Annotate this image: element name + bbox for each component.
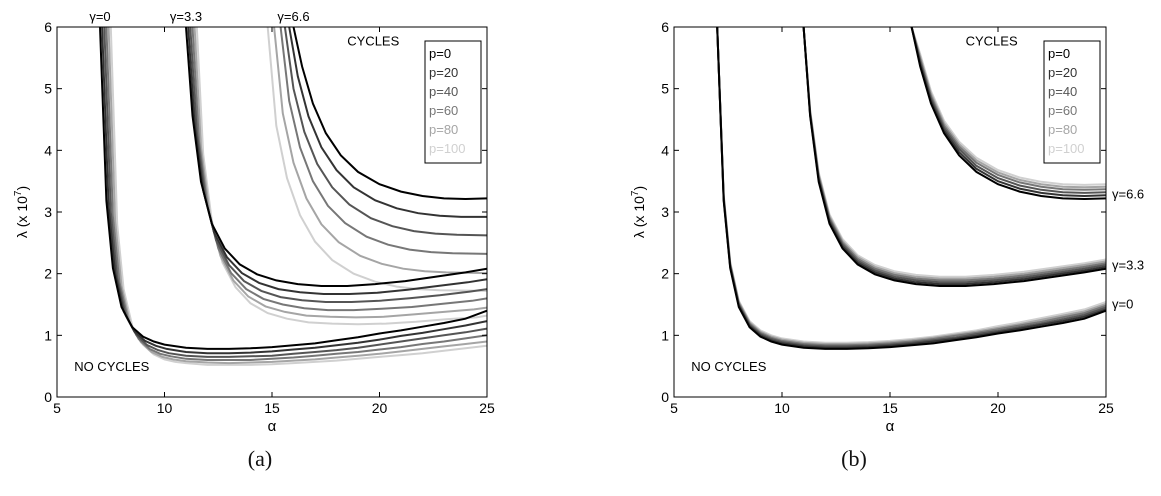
- series-group: [716, 27, 1106, 350]
- y-tick-label: 0: [44, 389, 52, 405]
- x-tick-label: 10: [774, 400, 790, 416]
- y-tick-label: 5: [661, 81, 669, 97]
- legend-entry: p=40: [429, 84, 458, 99]
- x-tick-label: 25: [479, 400, 495, 416]
- legend-entry: p=40: [1048, 84, 1077, 99]
- series-line-gamma-0-p0: [716, 27, 1106, 350]
- series-line-gamma-6_6-p0: [292, 27, 487, 201]
- gamma-label: γ=6.6: [1112, 187, 1144, 202]
- y-tick-label: 5: [44, 81, 52, 97]
- x-tick-label: 20: [990, 400, 1006, 416]
- y-tick-label: 4: [44, 142, 52, 158]
- x-tick-label: 25: [1098, 400, 1114, 416]
- y-tick-label: 3: [44, 204, 52, 220]
- legend-entry: p=80: [429, 122, 458, 137]
- x-axis-label: α: [886, 418, 895, 435]
- annotation-cycles: CYCLES: [966, 34, 1018, 49]
- y-tick-label: 2: [44, 266, 52, 282]
- series-line-gamma-6_6-p80: [273, 27, 487, 275]
- series-group: [99, 27, 487, 366]
- x-tick-label: 15: [264, 400, 280, 416]
- legend-entry: p=100: [1048, 141, 1085, 156]
- series-line-gamma-6_6-p60: [279, 27, 487, 255]
- series-line-gamma-3_3-p0: [802, 27, 1106, 287]
- series-line-gamma-6_6-p40: [283, 27, 487, 237]
- legend-box: [1043, 40, 1101, 164]
- y-axis-label: λ (x 107): [630, 186, 647, 238]
- annotation-cycles: CYCLES: [347, 34, 399, 49]
- y-tick-label: 6: [44, 19, 52, 35]
- y-axis-label: λ (x 107): [13, 186, 30, 238]
- chart-panel-b: 5 10 15 20 25 0 1 2 3 4 5 6 α λ (x 107) CYCLES NO CYCLE…: [630, 19, 1144, 435]
- legend-entry: p=80: [1048, 122, 1077, 137]
- gamma-label: γ=6.6: [277, 9, 309, 24]
- legend-entry: p=60: [1048, 103, 1077, 118]
- chart-panel-a: 5 10 15 20 25 0 1 2 3 4 5 6 α λ (x 107) CYCLES NO CYCLE…: [13, 9, 495, 435]
- series-line-gamma-3_3-p0: [185, 27, 487, 287]
- legend-entry: p=20: [429, 65, 458, 80]
- legend-entry: p=60: [429, 103, 458, 118]
- x-tick-label: 20: [372, 400, 388, 416]
- series-line-gamma-6_6-p0: [910, 27, 1106, 201]
- gamma-label: γ=0: [89, 9, 110, 24]
- x-tick-label: 15: [882, 400, 898, 416]
- x-tick-label: 5: [53, 400, 61, 416]
- annotation-no-cycles: NO CYCLES: [691, 359, 766, 374]
- x-axis-label: α: [268, 418, 277, 435]
- y-tick-label: 0: [661, 389, 669, 405]
- x-tick-label: 10: [157, 400, 173, 416]
- y-tick-label: 1: [661, 327, 669, 343]
- gamma-label: γ=0: [1112, 296, 1133, 311]
- y-tick-label: 6: [661, 19, 669, 35]
- y-tick-label: 4: [661, 142, 669, 158]
- legend-entry: p=0: [429, 46, 451, 61]
- annotation-no-cycles: NO CYCLES: [74, 359, 149, 374]
- y-tick-label: 2: [661, 266, 669, 282]
- x-tick-label: 5: [670, 400, 678, 416]
- gamma-label: γ=3.3: [170, 9, 202, 24]
- panel-caption-a: (a): [247, 446, 273, 471]
- legend-entry: p=100: [429, 141, 466, 156]
- legend-box: [424, 40, 482, 164]
- series-line-gamma-6_6-p20: [288, 27, 487, 218]
- y-tick-label: 1: [44, 327, 52, 343]
- series-line-gamma-0-p0: [99, 27, 487, 350]
- legend-entry: p=20: [1048, 65, 1077, 80]
- legend-entry: p=0: [1048, 46, 1070, 61]
- panel-caption-b: (b): [841, 446, 867, 471]
- gamma-label: γ=3.3: [1112, 257, 1144, 272]
- series-line-gamma-6_6-p100: [266, 27, 487, 292]
- y-tick-label: 3: [661, 204, 669, 220]
